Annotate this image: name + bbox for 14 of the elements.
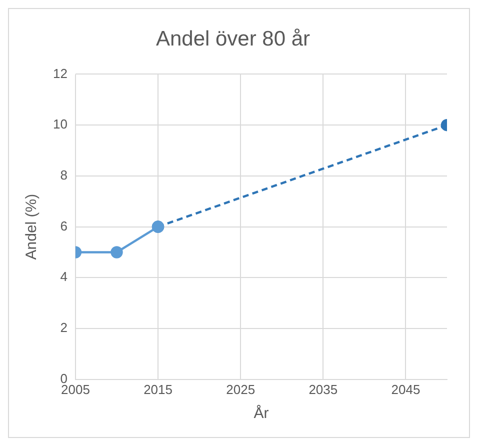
x-axis-title: År [254,404,269,422]
y-tick-label: 2 [60,320,68,336]
x-tick-label: 2015 [144,382,172,397]
y-tick-label: 10 [52,116,68,132]
point [110,246,123,258]
y-axis-title: Andel (%) [23,194,40,260]
x-tick-label: 2035 [308,382,338,397]
y-tick-label: 6 [60,218,68,234]
y-tick-label: 4 [60,269,68,284]
y-tick-label: 8 [60,168,68,183]
chart-title: Andel över 80 år [156,27,310,50]
x-tick-label: 2025 [226,382,256,397]
x-tick-label: 2045 [391,382,420,397]
y-tick-label: 12 [52,66,68,81]
